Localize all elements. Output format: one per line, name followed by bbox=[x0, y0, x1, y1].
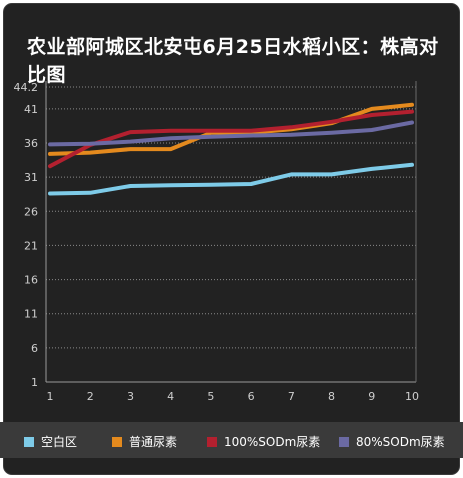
x-tick-label: 8 bbox=[328, 390, 335, 403]
x-tick-label: 1 bbox=[47, 390, 54, 403]
y-tick-label: 36 bbox=[24, 137, 38, 150]
y-tick-label: 26 bbox=[24, 205, 38, 218]
legend-item[interactable]: 空白区 bbox=[24, 433, 77, 450]
x-tick-label: 3 bbox=[127, 390, 134, 403]
legend-swatch bbox=[207, 436, 217, 447]
series-layer bbox=[48, 102, 414, 196]
legend-item[interactable]: 80%SODm尿素 bbox=[339, 433, 445, 450]
x-tick-label: 5 bbox=[207, 390, 214, 403]
series-line-1 bbox=[48, 162, 414, 196]
grid-layer bbox=[46, 86, 416, 349]
y-tick-label: 44.2 bbox=[14, 81, 39, 94]
x-tick-label: 9 bbox=[368, 390, 375, 403]
y-tick-label: 31 bbox=[24, 171, 38, 184]
series-line-4 bbox=[48, 120, 414, 147]
chart-title: 农业部阿城区北安屯6月25日水稻小区：株高对比图 bbox=[27, 36, 439, 86]
y-tick-label: 41 bbox=[24, 103, 38, 116]
y-tick-label: 1 bbox=[31, 376, 38, 389]
y-tick-label: 11 bbox=[24, 308, 38, 321]
y-tick-label: 21 bbox=[24, 239, 38, 252]
chart-frame bbox=[3, 3, 460, 475]
legend-label: 80%SODm尿素 bbox=[356, 435, 445, 449]
legend-label: 普通尿素 bbox=[129, 435, 178, 449]
legend-swatch bbox=[24, 436, 34, 447]
x-tick-label: 4 bbox=[167, 390, 174, 403]
legend-label: 空白区 bbox=[41, 435, 78, 449]
legend-swatch bbox=[339, 436, 349, 447]
legend-swatch bbox=[112, 436, 122, 447]
x-tick-label: 6 bbox=[248, 390, 255, 403]
y-tick-label: 16 bbox=[24, 274, 38, 287]
legend-label: 100%SODm尿素 bbox=[224, 435, 321, 449]
y-tick-label: 6 bbox=[31, 342, 38, 355]
legend-item[interactable]: 普通尿素 bbox=[112, 433, 177, 450]
x-tick-label: 7 bbox=[288, 390, 295, 403]
axis-layer bbox=[45, 81, 417, 383]
series-line-3 bbox=[48, 109, 414, 169]
x-tick-label: 10 bbox=[405, 390, 419, 403]
series-line-2 bbox=[48, 102, 414, 156]
x-tick-label: 2 bbox=[87, 390, 94, 403]
chart-legend: 空白区 普通尿素 100%SODm尿素 80%SODm尿素 bbox=[0, 422, 463, 458]
legend-item[interactable]: 100%SODm尿素 bbox=[207, 433, 320, 450]
